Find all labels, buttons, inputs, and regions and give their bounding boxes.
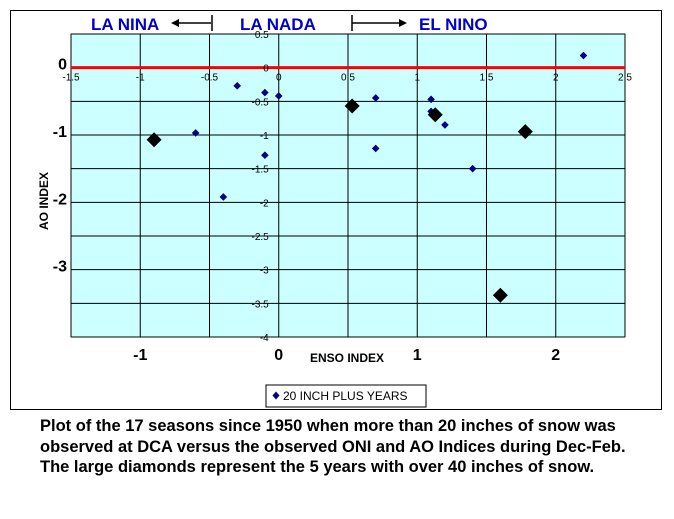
x-tick-label: -1.5 <box>62 73 80 84</box>
x-tick-labels-large: -1 0 1 2 <box>133 347 560 364</box>
small-diamond-point <box>274 92 283 100</box>
y-tick-label-large: -3 <box>53 259 67 276</box>
y-tick-label: -2.5 <box>252 232 270 243</box>
small-diamond-point <box>579 51 588 60</box>
x-tick-label: 1.5 <box>480 73 494 84</box>
small-diamond-point <box>219 193 228 201</box>
large-diamond-point <box>427 107 443 123</box>
y-tick-label-large: -1 <box>53 124 67 141</box>
x-tick-labels-small: -1.5 -1 -0.5 0 0.5 1 1.5 2 2.5 <box>62 73 632 84</box>
x-tick-label: 0 <box>276 73 282 84</box>
legend-diamond-icon <box>272 391 280 400</box>
x-tick-label-large: 1 <box>413 347 422 364</box>
el-nino-label: EL NINO <box>419 15 488 34</box>
el-nino-arrowhead <box>399 19 407 27</box>
x-tick-label: -0.5 <box>201 73 219 84</box>
legend-label: 20 INCH PLUS YEARS <box>283 389 408 403</box>
x-tick-label: 2 <box>553 73 559 84</box>
data-points <box>146 51 588 303</box>
small-diamond-point <box>427 95 435 104</box>
small-diamond-point <box>371 94 380 102</box>
small-diamond-point <box>371 144 380 153</box>
y-tick-label: -4 <box>260 333 269 344</box>
y-tick-label-large: 0 <box>58 57 67 74</box>
y-tick-label: -2 <box>260 198 269 209</box>
x-axis-label: ENSO INDEX <box>310 351 384 365</box>
small-diamond-point <box>261 88 269 97</box>
y-tick-labels-small: 0.5 0 -0.5 -1 -1.5 -2 -2.5 -3 -3.5 -4 <box>252 30 270 344</box>
chart-frame: -1.5 -1 -0.5 0 0.5 1 1.5 2 2.5 0.5 0 -0.5 -1 -1.5 -2 -… <box>10 10 662 410</box>
y-tick-labels-large: 0 -1 -2 -3 <box>53 57 67 276</box>
small-diamond-point <box>441 121 449 129</box>
large-diamond-point <box>146 132 162 148</box>
y-tick-label: -1.5 <box>252 165 270 176</box>
figure-caption: Plot of the 17 seasons since 1950 when m… <box>40 417 626 476</box>
x-tick-label: 2.5 <box>618 73 632 84</box>
y-tick-label: -3 <box>260 266 269 277</box>
x-tick-label: 0.5 <box>341 73 355 84</box>
y-tick-label: -0.5 <box>252 97 270 108</box>
y-axis-label: AO INDEX <box>37 172 51 230</box>
large-diamond-point <box>344 98 360 114</box>
y-tick-label: 0 <box>263 64 269 75</box>
x-tick-label-large: 0 <box>274 347 283 364</box>
scatter-chart: -1.5 -1 -0.5 0 0.5 1 1.5 2 2.5 0.5 0 -0.5 -1 -1.5 -2 -… <box>37 15 632 408</box>
la-nada-label: LA NADA <box>240 15 316 34</box>
x-tick-label: -1 <box>136 73 145 84</box>
large-diamond-point <box>517 124 533 140</box>
small-diamond-point <box>233 82 241 90</box>
x-tick-label-large: 2 <box>551 347 560 364</box>
large-diamond-point <box>492 287 508 303</box>
gridlines <box>70 33 626 338</box>
x-tick-label-large: -1 <box>133 347 147 364</box>
la-nina-arrowhead <box>171 19 179 27</box>
y-tick-label: -3.5 <box>252 299 270 310</box>
small-diamond-point <box>261 151 269 159</box>
legend-box <box>265 384 427 408</box>
x-tick-label: 1 <box>414 73 420 84</box>
small-diamond-point <box>468 164 477 173</box>
y-tick-label-large: -2 <box>53 191 67 208</box>
la-nina-label: LA NINA <box>91 15 159 34</box>
y-tick-label: 0.5 <box>255 30 269 41</box>
y-tick-label: -1 <box>260 131 269 142</box>
